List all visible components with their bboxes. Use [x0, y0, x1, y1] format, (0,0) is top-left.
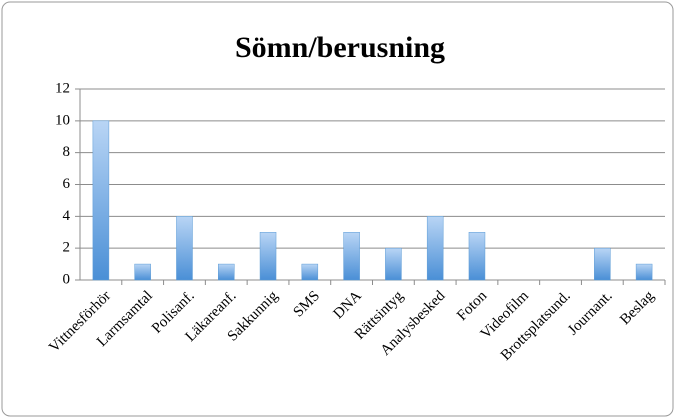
- bar: [385, 247, 402, 281]
- y-tick-label: 10: [55, 112, 70, 128]
- bar: [134, 263, 151, 281]
- y-tick-label: 2: [63, 240, 71, 256]
- chart-title: Sömn/berusning: [235, 31, 445, 64]
- bar: [92, 120, 110, 281]
- y-tick-label: 0: [63, 271, 71, 287]
- y-tick-label: 6: [63, 176, 71, 192]
- y-tick-label: 8: [63, 144, 71, 160]
- bar: [594, 247, 611, 281]
- y-tick-label: 4: [63, 208, 71, 224]
- bar: [635, 263, 653, 281]
- bar: [259, 232, 277, 281]
- bar: [343, 232, 360, 281]
- y-tick-label: 12: [55, 80, 70, 96]
- bar: [301, 263, 319, 281]
- bar: [468, 232, 486, 281]
- bar: [176, 216, 193, 281]
- bar: [218, 263, 235, 281]
- bar: [426, 216, 444, 281]
